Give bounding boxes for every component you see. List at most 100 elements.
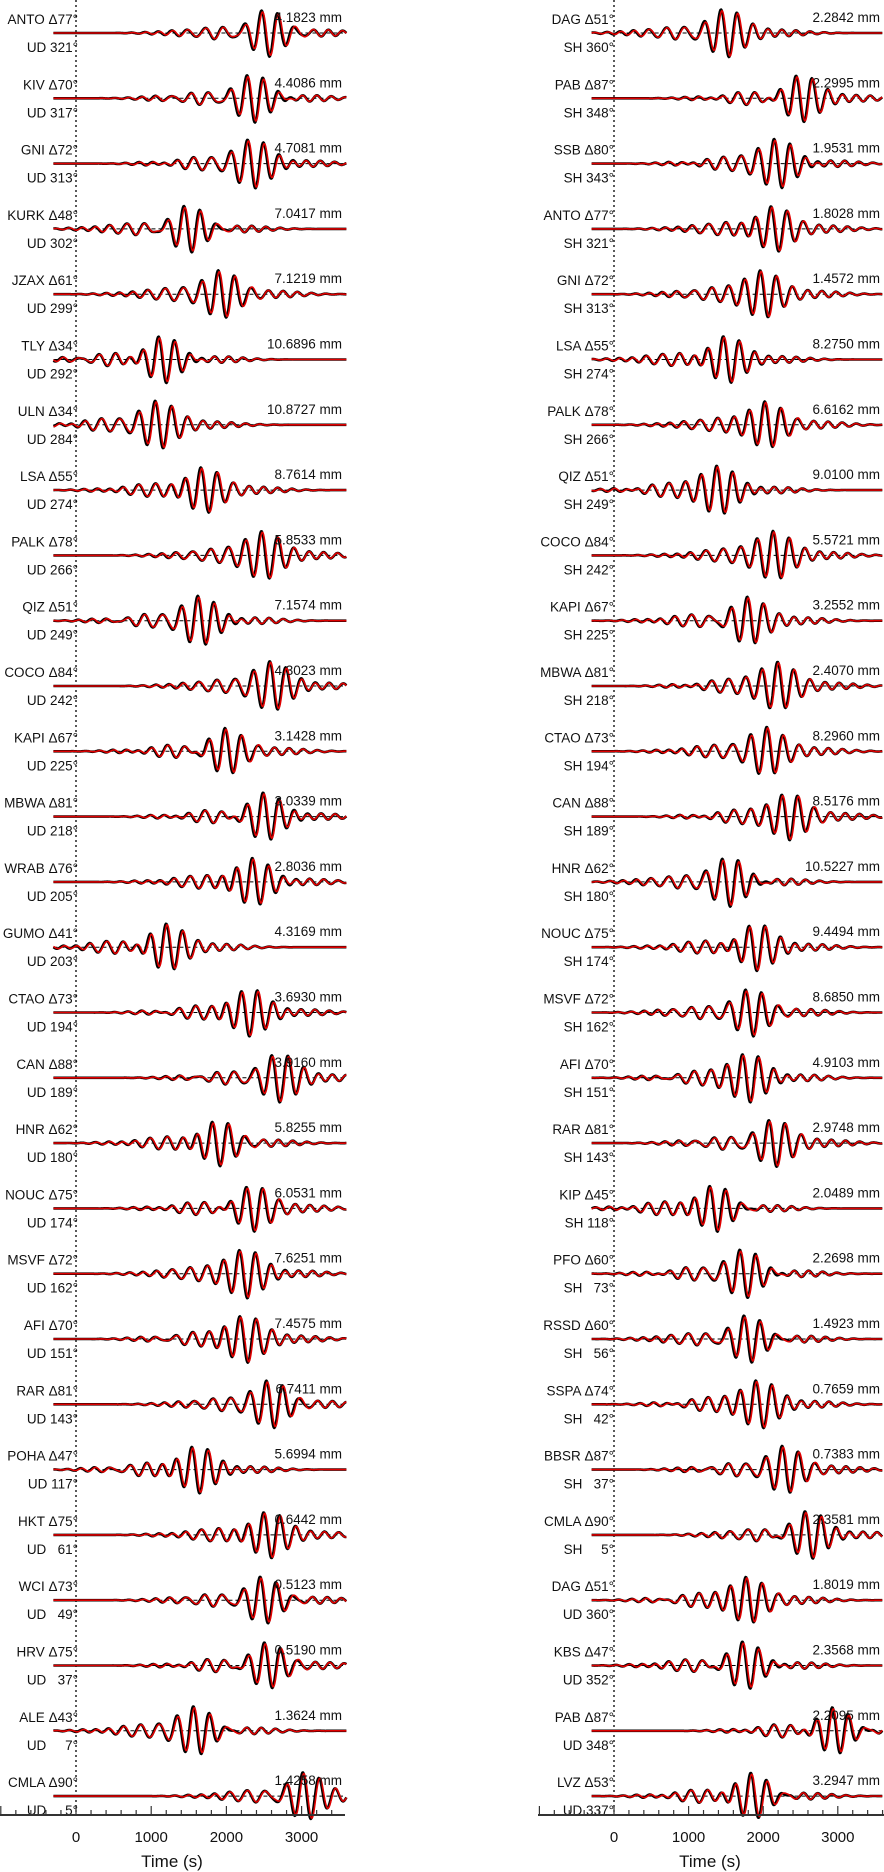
component-azimuth-label: SH 162° xyxy=(564,1020,614,1035)
synthetic-waveform xyxy=(53,728,347,773)
amplitude-label: 3.0339 mm xyxy=(274,794,342,809)
station-distance-label: ALE Δ43° xyxy=(19,1710,78,1725)
amplitude-label: 4.9103 mm xyxy=(812,1055,880,1070)
amplitude-label: 2.2995 mm xyxy=(812,75,880,90)
amplitude-label: 0.7659 mm xyxy=(812,1381,880,1396)
synthetic-waveform xyxy=(53,1381,347,1428)
amplitude-label: 8.7614 mm xyxy=(274,467,342,482)
component-azimuth-label: SH 360° xyxy=(564,40,614,55)
trace-cmla-ud: CMLA Δ90°UD 5°1.4258 mm xyxy=(8,1771,348,1821)
trace-wrab-ud: WRAB Δ76° UD 205° 2.8036 mm xyxy=(4,856,348,906)
amplitude-label: 2.3581 mm xyxy=(812,1512,880,1527)
synthetic-waveform xyxy=(591,401,883,447)
amplitude-label: 1.8019 mm xyxy=(812,1577,880,1592)
synthetic-waveform xyxy=(53,1316,347,1363)
synthetic-waveform xyxy=(53,76,347,122)
trace-palk-sh: PALK Δ78° SH 266° 6.6162 mm xyxy=(547,400,883,449)
synthetic-waveform xyxy=(591,925,883,971)
station-distance-label: CAN Δ88° xyxy=(552,796,614,811)
synthetic-waveform xyxy=(53,1772,348,1819)
station-distance-label: TLY Δ34° xyxy=(21,339,78,354)
amplitude-label: 1.4572 mm xyxy=(812,271,880,286)
amplitude-label: 10.6896 mm xyxy=(267,337,342,352)
station-distance-label: GNI Δ72° xyxy=(557,273,614,288)
amplitude-label: 10.8727 mm xyxy=(267,402,342,417)
synthetic-waveform xyxy=(591,990,883,1036)
component-azimuth-label: UD 218° xyxy=(27,824,78,839)
station-distance-label: WCI Δ73° xyxy=(19,1579,78,1594)
trace-uln-ud: ULN Δ34° UD 284° 10.8727 mm xyxy=(18,399,348,450)
station-distance-label: KAPI Δ67° xyxy=(550,600,614,615)
trace-coco-sh: COCO Δ84° SH 242° 5.5721 mm xyxy=(540,529,883,580)
component-azimuth-label: UD 299° xyxy=(27,301,78,316)
station-distance-label: HRV Δ75° xyxy=(17,1645,78,1660)
component-azimuth-label: UD 321° xyxy=(27,40,78,55)
amplitude-label: 6.7411 mm xyxy=(275,1381,342,1396)
station-distance-label: KAPI Δ67° xyxy=(14,730,78,745)
synthetic-waveform xyxy=(591,466,883,513)
trace-sspa-sh: SSPA Δ74° SH 42° 0.7659 mm xyxy=(547,1379,883,1430)
station-distance-label: MBWA Δ81° xyxy=(4,796,78,811)
trace-anto-ud: ANTO Δ77° UD 321° 4.1823 mm xyxy=(8,9,348,58)
amplitude-label: 2.9748 mm xyxy=(812,1120,880,1135)
trace-lsa-ud: LSA Δ55° UD 274° 8.7614 mm xyxy=(20,466,348,514)
trace-nouc-ud: NOUC Δ75° UD 174° 6.0531 mm xyxy=(5,1185,348,1233)
station-distance-label: JZAX Δ61° xyxy=(12,273,78,288)
trace-wci-ud: WCI Δ73° UD 49° 0.5123 mm xyxy=(19,1575,348,1625)
trace-kiv-ud: KIV Δ70° UD 317° 4.4086 mm xyxy=(23,74,348,124)
component-azimuth-label: SH 194° xyxy=(564,758,614,773)
amplitude-label: 2.2842 mm xyxy=(812,10,880,25)
station-distance-label: QIZ Δ51° xyxy=(558,469,614,484)
amplitude-label: 1.4258 mm xyxy=(274,1773,342,1788)
x-tick-label: 3000 xyxy=(821,1829,854,1846)
synthetic-waveform xyxy=(52,337,347,383)
trace-tly-ud: TLY Δ34° UD 292° 10.6896 mm xyxy=(21,335,348,385)
synthetic-waveform xyxy=(591,662,883,708)
component-azimuth-label: UD 117° xyxy=(28,1477,78,1492)
station-distance-label: AFI Δ70° xyxy=(560,1057,614,1072)
trace-gni-sh: GNI Δ72° SH 313° 1.4572 mm xyxy=(557,269,883,319)
station-distance-label: CTAO Δ73° xyxy=(544,730,614,745)
amplitude-label: 5.8533 mm xyxy=(274,532,342,547)
synthetic-waveform xyxy=(591,1380,883,1428)
station-distance-label: SSPA Δ74° xyxy=(547,1383,614,1398)
synthetic-waveform xyxy=(591,1186,883,1231)
synthetic-waveform xyxy=(591,1773,883,1818)
synthetic-waveform xyxy=(591,1446,883,1493)
amplitude-label: 0.7383 mm xyxy=(812,1447,880,1462)
trace-msvf-ud: MSVF Δ72° UD 162° 7.6251 mm xyxy=(7,1248,348,1300)
synthetic-waveform xyxy=(53,1055,347,1102)
synthetic-waveform xyxy=(591,336,883,383)
trace-kapi-sh: KAPI Δ67° SH 225° 3.2552 mm xyxy=(550,595,883,645)
amplitude-label: 1.4923 mm xyxy=(812,1316,880,1331)
component-azimuth-label: SH 313° xyxy=(564,301,614,316)
station-distance-label: RSSD Δ60° xyxy=(543,1318,614,1333)
trace-rssd-sh: RSSD Δ60° SH 56° 1.4923 mm xyxy=(543,1314,883,1364)
synthetic-waveform xyxy=(591,1054,883,1102)
station-distance-label: KIP Δ45° xyxy=(559,1187,614,1202)
trace-jzax-ud: JZAX Δ61° UD 299° 7.1219 mm xyxy=(12,269,348,319)
component-azimuth-label: SH 242° xyxy=(564,562,614,577)
component-azimuth-label: SH 180° xyxy=(564,889,614,904)
component-azimuth-label: UD 317° xyxy=(27,105,78,120)
component-azimuth-label: SH 73° xyxy=(564,1281,614,1296)
station-distance-label: MSVF Δ72° xyxy=(543,992,614,1007)
amplitude-label: 6.6162 mm xyxy=(812,402,880,417)
component-azimuth-label: UD 162° xyxy=(27,1281,78,1296)
synthetic-waveform xyxy=(53,1707,347,1754)
amplitude-label: 8.5176 mm xyxy=(812,794,880,809)
synthetic-waveform xyxy=(591,597,883,643)
amplitude-label: 4.3169 mm xyxy=(274,924,342,939)
amplitude-label: 3.1428 mm xyxy=(274,728,342,743)
right-panel: DAG Δ51° SH 360° 2.2842 mm PAB Δ87° SH 348° 2… xyxy=(538,0,884,1871)
trace-hnr-ud: HNR Δ62° UD 180° 5.8255 mm xyxy=(16,1120,348,1168)
component-azimuth-label: UD 180° xyxy=(27,1150,78,1165)
trace-gni-ud: GNI Δ72° UD 313° 4.7081 mm xyxy=(21,138,348,190)
component-azimuth-label: SH 266° xyxy=(564,432,614,447)
trace-kapi-ud: KAPI Δ67° UD 225° 3.1428 mm xyxy=(14,726,348,775)
amplitude-label: 3.6930 mm xyxy=(274,990,342,1005)
component-azimuth-label: UD 7° xyxy=(27,1738,78,1753)
trace-gumo-ud: GUMO Δ41° UD 203° 4.3169 mm xyxy=(3,922,348,971)
trace-qiz-ud: QIZ Δ51° UD 249° 7.1574 mm xyxy=(22,594,348,646)
station-distance-label: MSVF Δ72° xyxy=(7,1253,78,1268)
